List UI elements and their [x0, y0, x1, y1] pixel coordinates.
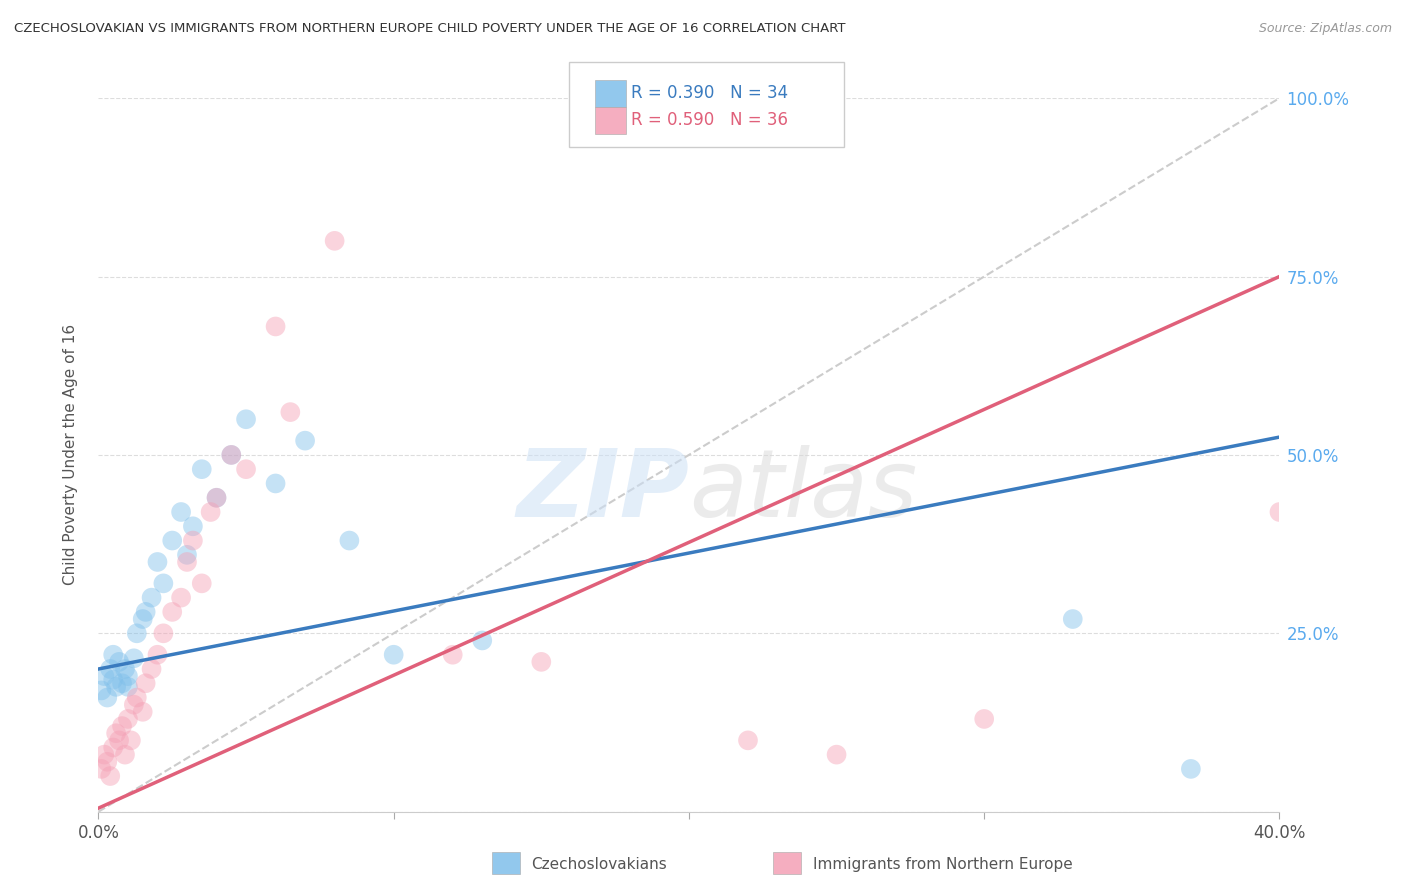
Point — [141, 591, 163, 605]
Point — [176, 548, 198, 562]
Point — [294, 434, 316, 448]
Point — [219, 448, 242, 462]
Point — [973, 712, 995, 726]
Point — [737, 733, 759, 747]
Point — [125, 690, 148, 705]
Point — [111, 676, 134, 690]
Point — [132, 612, 155, 626]
Point — [93, 747, 115, 762]
Point — [235, 462, 257, 476]
Point — [382, 648, 405, 662]
Point — [135, 676, 157, 690]
Point — [122, 651, 145, 665]
Text: Source: ZipAtlas.com: Source: ZipAtlas.com — [1258, 22, 1392, 36]
Point — [1062, 612, 1084, 626]
Point — [146, 555, 169, 569]
Point — [122, 698, 145, 712]
Text: atlas: atlas — [689, 445, 917, 536]
Point — [441, 648, 464, 662]
Point — [103, 740, 125, 755]
Point — [111, 719, 134, 733]
Point — [264, 476, 287, 491]
Point — [103, 673, 125, 687]
Point — [117, 712, 139, 726]
Point — [125, 626, 148, 640]
Point — [181, 519, 204, 533]
Point — [132, 705, 155, 719]
Point — [162, 605, 183, 619]
Text: ZIP: ZIP — [516, 444, 689, 537]
Point — [120, 733, 142, 747]
Point — [219, 448, 242, 462]
Point — [1180, 762, 1202, 776]
Point — [96, 690, 118, 705]
Point — [96, 755, 118, 769]
Point — [114, 747, 136, 762]
Point — [105, 680, 128, 694]
Point — [825, 747, 848, 762]
Point — [530, 655, 553, 669]
Point — [152, 576, 174, 591]
Point — [264, 319, 287, 334]
Point — [98, 662, 121, 676]
Point — [117, 669, 139, 683]
Point — [205, 491, 228, 505]
Point — [170, 505, 193, 519]
Point — [108, 655, 131, 669]
Point — [181, 533, 204, 548]
Point — [323, 234, 346, 248]
Point — [471, 633, 494, 648]
Point — [191, 576, 214, 591]
Point — [90, 683, 112, 698]
Point — [1268, 505, 1291, 519]
Point — [90, 762, 112, 776]
Point — [235, 412, 257, 426]
Point — [176, 555, 198, 569]
Point — [117, 680, 139, 694]
Point — [162, 533, 183, 548]
Text: Czechoslovakians: Czechoslovakians — [531, 857, 668, 871]
Text: Immigrants from Northern Europe: Immigrants from Northern Europe — [813, 857, 1073, 871]
Point — [170, 591, 193, 605]
Y-axis label: Child Poverty Under the Age of 16: Child Poverty Under the Age of 16 — [63, 325, 77, 585]
Point — [278, 405, 302, 419]
Text: R = 0.390   N = 34: R = 0.390 N = 34 — [631, 85, 789, 103]
Point — [103, 648, 125, 662]
Point — [205, 491, 228, 505]
Point — [146, 648, 169, 662]
Text: CZECHOSLOVAKIAN VS IMMIGRANTS FROM NORTHERN EUROPE CHILD POVERTY UNDER THE AGE O: CZECHOSLOVAKIAN VS IMMIGRANTS FROM NORTH… — [14, 22, 845, 36]
Point — [152, 626, 174, 640]
Point — [114, 662, 136, 676]
Point — [200, 505, 222, 519]
Point — [135, 605, 157, 619]
Point — [339, 533, 360, 548]
Point — [108, 733, 131, 747]
Point — [98, 769, 121, 783]
Point — [141, 662, 163, 676]
Point — [93, 669, 115, 683]
Point — [105, 726, 128, 740]
Point — [191, 462, 214, 476]
Text: R = 0.590   N = 36: R = 0.590 N = 36 — [631, 112, 789, 129]
